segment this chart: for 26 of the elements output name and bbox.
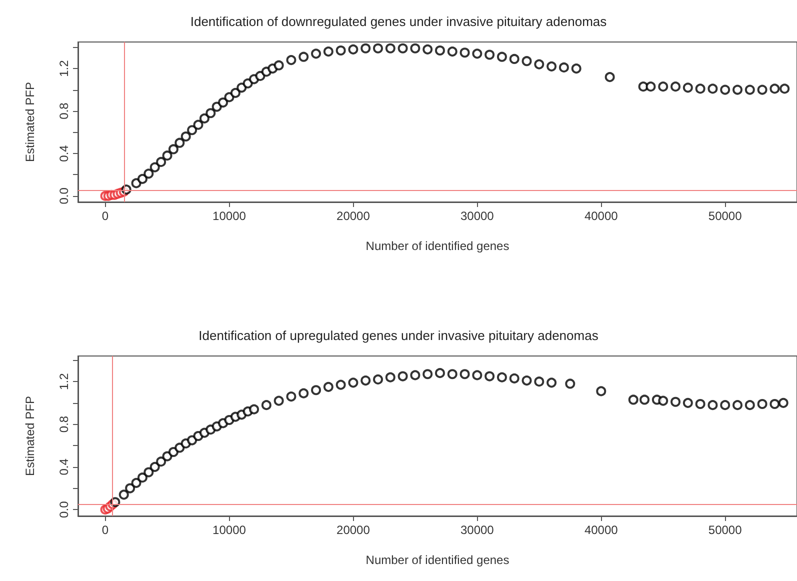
y-tick-label: 1.2 [57, 372, 71, 390]
x-tick-label: 0 [102, 523, 109, 537]
x-tick-label: 30000 [460, 523, 494, 537]
x-tick-label: 20000 [336, 523, 370, 537]
y-tick-label: 0.4 [57, 458, 71, 476]
x-tick-label: 40000 [584, 523, 618, 537]
y-tick-label: 0.8 [57, 102, 71, 120]
y-axis-title: Estimated PFP [23, 396, 37, 476]
x-tick-label: 10000 [212, 209, 246, 223]
y-tick-label: 1.2 [57, 60, 71, 77]
chart-title: Identification of upregulated genes under invasive pituitary adenomas [198, 328, 599, 343]
x-tick-label: 40000 [584, 209, 618, 223]
y-tick-label: 0.4 [57, 144, 71, 162]
x-tick-label: 20000 [336, 209, 370, 223]
x-tick-label: 0 [102, 209, 109, 223]
y-tick-label: 0.0 [57, 187, 71, 204]
x-tick-label: 30000 [460, 209, 494, 223]
y-tick-label: 0.8 [57, 416, 71, 433]
y-tick-label: 0.0 [57, 500, 71, 518]
x-tick-label: 50000 [708, 523, 742, 537]
x-tick-label: 50000 [708, 209, 742, 223]
chart-title: Identification of downregulated genes under invasive pituitary adenomas [190, 14, 608, 29]
y-axis-title: Estimated PFP [23, 82, 37, 162]
x-axis-title: Number of identified genes [366, 553, 510, 567]
x-axis-title: Number of identified genes [366, 239, 510, 253]
x-tick-label: 10000 [212, 523, 246, 537]
